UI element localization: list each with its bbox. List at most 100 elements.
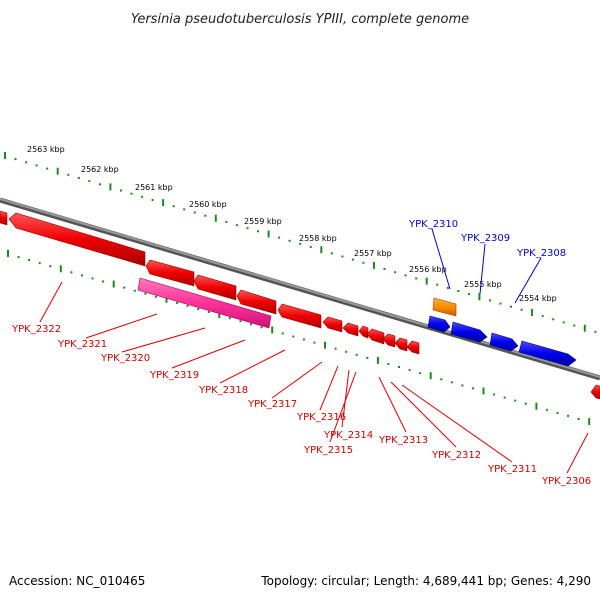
scale-upper-dot <box>130 192 133 195</box>
forward-strand-genes <box>427 297 577 367</box>
scale-lower-dot <box>250 323 252 326</box>
gene-arrow-left-edge[interactable] <box>0 210 8 226</box>
gene-label[interactable]: YPK_2310 <box>408 219 458 230</box>
scale-upper-dot <box>520 308 523 311</box>
gene-label[interactable]: YPK_2322 <box>11 324 61 335</box>
reverse-gene-labels: YPK_2322 YPK_2321 YPK_2320 YPK_2319 YPK_… <box>11 324 591 487</box>
gene-label[interactable]: YPK_2308 <box>516 248 566 259</box>
gene-arrow-ypk-2314[interactable] <box>358 325 369 339</box>
scale-upper-dot <box>120 189 122 192</box>
scale-lower-tick <box>271 326 274 334</box>
scale-upper-tick <box>56 167 59 175</box>
gene-label[interactable]: YPK_2306 <box>541 476 591 487</box>
scale-lower-dot <box>567 414 570 417</box>
gene-label[interactable]: YPK_2320 <box>100 353 150 364</box>
gene-arrow-ypk-2316[interactable] <box>342 322 359 337</box>
gene-arrow-ypk-2309[interactable] <box>450 321 488 343</box>
gene-label[interactable]: YPK_2311 <box>487 464 537 475</box>
scale-upper-dot <box>510 305 512 308</box>
gene-arrow-ypk-2321[interactable] <box>145 259 195 287</box>
scale-label: 2560 kbp <box>189 200 227 209</box>
gene-arrow-ypk-2312[interactable] <box>394 337 408 352</box>
scale-lower-tick <box>165 295 168 303</box>
scale-label: 2555 kbp <box>464 280 502 289</box>
scale-upper-tick <box>109 183 112 191</box>
scale-lower-dot <box>408 369 411 372</box>
scale-upper-dot <box>193 211 196 214</box>
scale-upper-dot <box>341 255 344 258</box>
scale-lower-dot <box>556 411 559 414</box>
scale-lower-dot <box>514 399 517 402</box>
scale-label: 2563 kbp <box>27 145 65 154</box>
gene-label[interactable]: YPK_2314 <box>323 430 373 441</box>
scale-labels: 2563 kbp 2562 kbp 2561 kbp 2560 kbp 2559… <box>27 145 557 303</box>
scale-lower-dot <box>355 353 358 356</box>
scale-upper-dot <box>172 205 175 208</box>
scale-upper-dot <box>573 324 576 327</box>
scale-lower-tick <box>59 265 62 273</box>
scale-lower-dot <box>302 338 305 341</box>
scale-lower-dot <box>228 317 231 320</box>
scale-lower-tick <box>324 341 326 349</box>
gene-arrow-ypk-2310[interactable] <box>432 297 457 317</box>
gene-arrow-ypk-2322[interactable] <box>8 212 146 267</box>
scale-upper-dot <box>383 268 386 270</box>
gene-label[interactable]: YPK_2319 <box>149 370 199 381</box>
scale-upper-dot <box>309 246 312 248</box>
scale-upper-dot <box>404 274 407 277</box>
gene-label[interactable]: YPK_2317 <box>247 399 297 410</box>
scale-lower-dot <box>70 271 73 274</box>
gene-arrow-ypk-2311[interactable] <box>406 340 420 355</box>
gene-arrow-ypk-2315[interactable] <box>366 328 385 345</box>
scale-lower-dot <box>154 295 157 298</box>
scale-lower-dot <box>123 286 126 289</box>
scale-lower-dot <box>49 265 52 268</box>
scale-lower-tick <box>429 372 432 380</box>
scale-lower-dot <box>366 356 369 359</box>
gene-label[interactable]: YPK_2318 <box>198 385 248 396</box>
scale-upper-dot <box>235 224 238 227</box>
scale-upper-dot <box>499 302 502 305</box>
gene-label[interactable]: YPK_2315 <box>303 445 353 456</box>
gene-label[interactable]: YPK_2316 <box>296 412 346 423</box>
scale-lower-dot <box>239 320 242 323</box>
gene-label[interactable]: YPK_2321 <box>57 339 107 350</box>
reverse-strand-genes <box>0 210 600 400</box>
scale-lower-dot <box>17 256 20 259</box>
scale-lower-dot <box>28 259 31 262</box>
gene-arrow-unlabeled-blue[interactable] <box>489 332 519 352</box>
scale-upper-dot <box>98 183 101 186</box>
scale-upper-dot <box>35 164 38 167</box>
gene-arrow-ypk-2319[interactable] <box>236 289 277 315</box>
scale-lower-tick <box>7 250 9 257</box>
scale-label: 2558 kbp <box>299 234 337 243</box>
scale-lower-dot <box>387 363 390 365</box>
scale-label: 2556 kbp <box>409 265 447 274</box>
gene-arrow-ypk-2306[interactable] <box>590 384 600 400</box>
scale-upper-dot <box>467 293 470 296</box>
scale-lower-dot <box>281 332 284 335</box>
scale-upper-tick <box>320 246 323 254</box>
gene-label[interactable]: YPK_2313 <box>378 435 428 446</box>
gene-pseudo-pink[interactable] <box>137 277 272 329</box>
scale-upper-dot <box>88 180 91 183</box>
gene-label[interactable]: YPK_2312 <box>431 450 481 461</box>
gene-arrow-ypk-2317[interactable] <box>322 316 343 333</box>
gene-arrow-small-blue[interactable] <box>427 315 451 333</box>
scale-lower-dot <box>292 335 295 338</box>
scale-upper-dot <box>362 261 365 264</box>
scale-lower-tick <box>112 280 115 288</box>
scale-lower-dot <box>313 341 316 344</box>
scale-upper-dot <box>489 299 491 302</box>
forward-gene-labels: YPK_2310 YPK_2309 YPK_2308 <box>408 219 566 259</box>
gene-arrow-ypk-2308[interactable] <box>518 340 577 367</box>
reverse-label-leaders <box>39 281 589 474</box>
scale-upper-tick <box>478 293 481 301</box>
gene-arrow-ypk-2313[interactable] <box>382 333 396 348</box>
scale-upper-dot <box>77 177 80 179</box>
gene-label[interactable]: YPK_2309 <box>460 233 510 244</box>
scale-upper-dot <box>330 252 333 255</box>
gene-arrow-ypk-2320[interactable] <box>193 274 237 301</box>
gene-arrow-ypk-2318[interactable] <box>277 303 322 329</box>
